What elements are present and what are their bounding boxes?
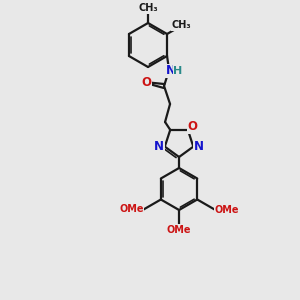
Text: OMe: OMe [214,205,239,214]
Text: N: N [194,140,204,153]
Text: N: N [166,64,176,77]
Text: N: N [154,140,164,153]
Text: O: O [141,76,151,89]
Text: OMe: OMe [119,205,143,214]
Text: O: O [188,120,198,134]
Text: CH₃: CH₃ [138,3,158,13]
Text: OMe: OMe [167,225,191,235]
Text: CH₃: CH₃ [172,20,191,31]
Text: H: H [173,66,183,76]
